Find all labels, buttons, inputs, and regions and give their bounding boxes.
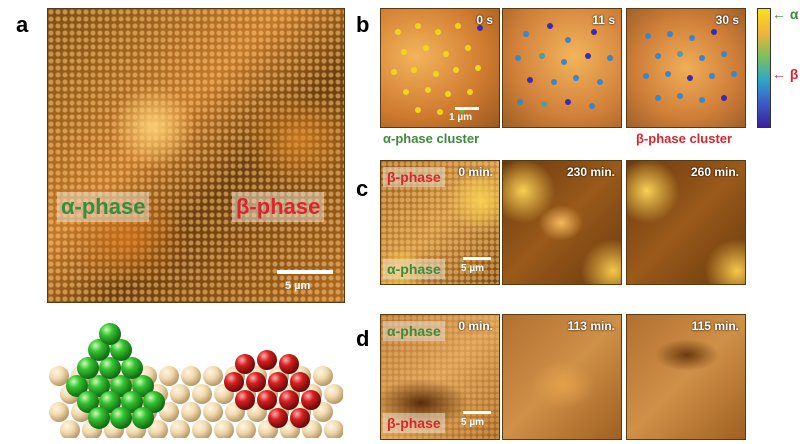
scalebar-c bbox=[463, 257, 491, 260]
sphere-illustration bbox=[47, 316, 344, 440]
panel-c-image-3: 260 min. bbox=[626, 160, 746, 285]
time-c-2: 230 min. bbox=[566, 165, 615, 179]
scalebar-a bbox=[277, 270, 333, 274]
panel-b-image-3: 30 s bbox=[626, 8, 746, 128]
beta-phase-label-c: β-phase bbox=[383, 167, 445, 187]
panel-label-b: b bbox=[356, 12, 370, 37]
scalebar-label-b: 1 µm bbox=[449, 112, 472, 123]
panel-d-image-3: 115 min. bbox=[626, 314, 746, 440]
panel-d-image-2: 113 min. bbox=[502, 314, 622, 440]
beta-phase-label-a: β-phase bbox=[232, 192, 325, 222]
panel-label-d: d bbox=[356, 326, 370, 351]
time-d-1: 0 min. bbox=[458, 319, 493, 333]
panel-label-a: a bbox=[16, 12, 29, 37]
time-b-2: 11 s bbox=[592, 13, 615, 27]
time-c-3: 260 min. bbox=[690, 165, 739, 179]
panel-b-image-1: 0 s 1 µm bbox=[380, 8, 500, 128]
alpha-phase-label-d: α-phase bbox=[383, 321, 445, 341]
panel-label-c: c bbox=[356, 176, 369, 201]
time-d-2: 113 min. bbox=[567, 319, 615, 333]
panel-a-micrograph bbox=[47, 8, 345, 303]
time-b-3: 30 s bbox=[715, 13, 739, 27]
panel-c-image-1: 0 min. β-phase α-phase 5 µm bbox=[380, 160, 500, 285]
colorbar-alpha-label: ← α bbox=[772, 6, 799, 22]
time-d-3: 115 min. bbox=[691, 319, 739, 333]
panel-c-image-2: 230 min. bbox=[502, 160, 622, 285]
scalebar-label-d: 5 µm bbox=[461, 417, 484, 428]
alpha-phase-label-c: α-phase bbox=[383, 259, 445, 279]
scalebar-d bbox=[463, 411, 491, 414]
caption-beta-cluster: β-phase cluster bbox=[636, 131, 733, 146]
scalebar-label-c: 5 µm bbox=[461, 263, 484, 274]
scalebar-b bbox=[455, 107, 479, 110]
panel-d-image-1: 0 min. α-phase β-phase 5 µm bbox=[380, 314, 500, 440]
beta-phase-label-d: β-phase bbox=[383, 413, 445, 433]
beta-cluster bbox=[224, 350, 321, 428]
colorbar bbox=[757, 8, 771, 128]
alpha-cluster bbox=[66, 323, 165, 429]
colorbar-beta-label: ← β bbox=[772, 66, 799, 82]
time-b-1: 0 s bbox=[476, 13, 493, 27]
alpha-phase-label-a: α-phase bbox=[57, 192, 150, 222]
time-c-1: 0 min. bbox=[458, 165, 493, 179]
caption-alpha-cluster: α-phase cluster bbox=[383, 131, 480, 146]
scalebar-label-a: 5 µm bbox=[285, 280, 311, 292]
panel-b-image-2: 11 s bbox=[502, 8, 622, 128]
